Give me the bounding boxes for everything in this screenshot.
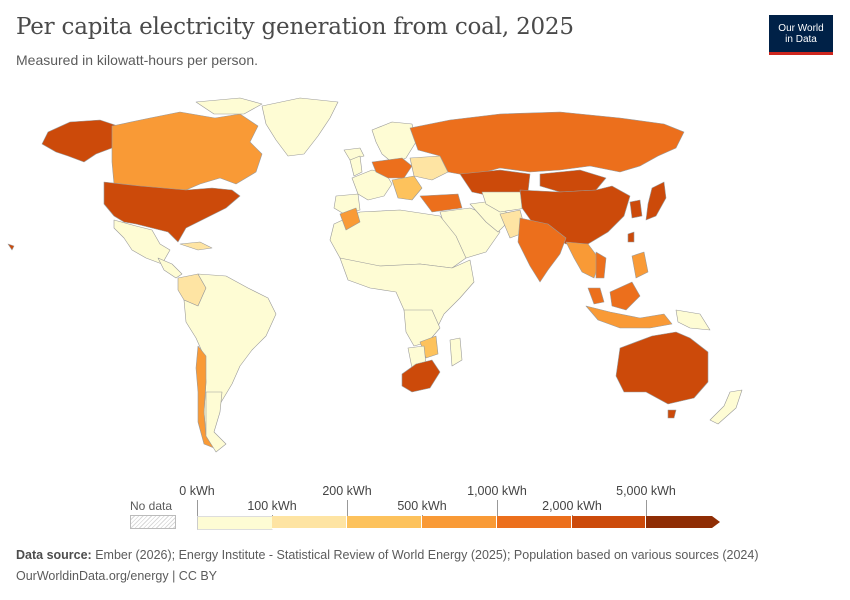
region-russia xyxy=(409,111,685,177)
legend-swatch-1000-2000 xyxy=(497,516,572,528)
region-turkey xyxy=(419,193,463,213)
region-central-asia xyxy=(481,191,527,213)
region-new-zealand xyxy=(709,389,743,425)
no-data-swatch xyxy=(130,515,176,529)
region-australia xyxy=(615,331,709,405)
legend-swatch-over-5000 xyxy=(646,516,712,528)
legend-arrow-icon xyxy=(712,516,720,528)
region-alaska xyxy=(41,119,119,163)
region-taiwan xyxy=(627,231,635,243)
legend-tick xyxy=(646,500,647,516)
region-western-europe xyxy=(351,169,393,201)
legend-swatch-200-500 xyxy=(347,516,422,528)
region-scandinavia xyxy=(371,121,417,165)
region-png xyxy=(675,309,711,331)
region-mongolia xyxy=(539,169,607,193)
region-canada xyxy=(111,111,263,191)
legend-tick-label: 1,000 kWh xyxy=(467,484,527,498)
region-south-africa xyxy=(401,359,441,393)
region-greenland xyxy=(261,97,339,157)
region-japan xyxy=(645,181,667,221)
legend-swatch-100-200 xyxy=(272,516,347,528)
legend-tick-label: 100 kWh xyxy=(247,499,297,513)
no-data-label: No data xyxy=(130,499,173,513)
region-central-america xyxy=(157,257,183,279)
region-mainland-sea xyxy=(565,241,601,279)
region-malaysia xyxy=(587,287,605,305)
legend-swatch-500-1000 xyxy=(422,516,497,528)
region-vietnam xyxy=(595,251,607,279)
legend-tick-label: 2,000 kWh xyxy=(542,499,602,513)
region-usa xyxy=(103,181,241,243)
region-uk xyxy=(349,155,363,177)
source-link[interactable]: OurWorldinData.org/energy | CC BY xyxy=(16,569,218,583)
world-map[interactable] xyxy=(0,92,850,472)
legend-tick-label: 0 kWh xyxy=(179,484,215,498)
region-hawaii xyxy=(7,243,15,251)
data-source-prefix: Data source: xyxy=(16,548,92,562)
data-source-text: Ember (2026); Energy Institute - Statist… xyxy=(91,548,759,562)
legend-swatch-2000-5000 xyxy=(572,516,646,528)
legend-tick-label: 200 kWh xyxy=(322,484,372,498)
owid-logo[interactable]: Our World in Data xyxy=(769,15,833,55)
region-philippines xyxy=(631,251,649,279)
region-india xyxy=(517,217,567,283)
color-legend: No data 0 kWh 100 kWh 200 kWh 500 kWh 1,… xyxy=(0,478,850,538)
logo-line-1: Our World xyxy=(778,22,824,34)
logo-line-2: in Data xyxy=(785,33,817,45)
legend-tick xyxy=(497,500,498,516)
region-borneo xyxy=(609,281,641,311)
legend-tick-label: 5,000 kWh xyxy=(616,484,676,498)
region-tasmania xyxy=(667,409,677,419)
legend-tick xyxy=(347,500,348,516)
region-caribbean xyxy=(179,241,213,251)
region-morocco xyxy=(339,207,361,231)
legend-swatch-0-100 xyxy=(197,516,273,530)
legend-tick-label: 500 kWh xyxy=(397,499,447,513)
region-korea xyxy=(629,199,643,219)
region-arctic-islands xyxy=(195,97,263,115)
region-ukraine xyxy=(409,155,449,181)
data-source-line: Data source: Ember (2026); Energy Instit… xyxy=(16,548,759,562)
region-indonesia xyxy=(585,305,673,329)
chart-title: Per capita electricity generation from c… xyxy=(16,14,574,40)
region-madagascar xyxy=(449,337,463,367)
region-balkans xyxy=(391,175,423,201)
legend-tick xyxy=(197,500,198,516)
chart-subtitle: Measured in kilowatt-hours per person. xyxy=(16,52,259,68)
region-argentina xyxy=(205,391,227,453)
